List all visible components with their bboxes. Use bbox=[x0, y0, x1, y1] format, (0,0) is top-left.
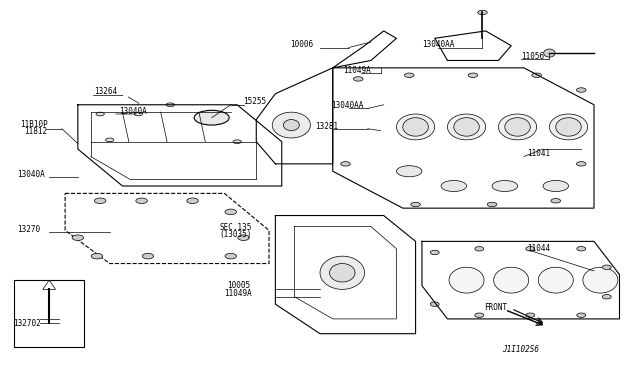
Ellipse shape bbox=[233, 140, 241, 144]
Ellipse shape bbox=[441, 180, 467, 192]
Ellipse shape bbox=[96, 112, 104, 116]
Text: 13040AA: 13040AA bbox=[332, 101, 364, 110]
Ellipse shape bbox=[449, 267, 484, 293]
Ellipse shape bbox=[487, 202, 497, 207]
Ellipse shape bbox=[499, 114, 537, 140]
Ellipse shape bbox=[396, 114, 435, 140]
Ellipse shape bbox=[526, 313, 535, 317]
Ellipse shape bbox=[330, 263, 355, 282]
Ellipse shape bbox=[493, 267, 529, 293]
Ellipse shape bbox=[142, 253, 154, 259]
Ellipse shape bbox=[396, 166, 422, 177]
Bar bbox=[14, 280, 84, 347]
Ellipse shape bbox=[505, 118, 531, 136]
Ellipse shape bbox=[353, 77, 363, 81]
Text: SEC.135: SEC.135 bbox=[220, 223, 252, 232]
Text: 13270: 13270 bbox=[17, 225, 40, 234]
Text: 13281: 13281 bbox=[315, 122, 338, 131]
Ellipse shape bbox=[92, 253, 102, 259]
Ellipse shape bbox=[577, 247, 586, 251]
Text: 11812: 11812 bbox=[24, 127, 47, 136]
Text: 11B10P: 11B10P bbox=[20, 120, 48, 129]
Ellipse shape bbox=[187, 198, 198, 203]
Ellipse shape bbox=[602, 295, 611, 299]
Ellipse shape bbox=[95, 198, 106, 203]
Ellipse shape bbox=[134, 112, 143, 116]
Text: 13040AA: 13040AA bbox=[422, 41, 454, 49]
Ellipse shape bbox=[468, 73, 477, 77]
Ellipse shape bbox=[166, 103, 174, 107]
Ellipse shape bbox=[430, 302, 439, 307]
Text: 132702: 132702 bbox=[13, 319, 41, 328]
Text: 11049A: 11049A bbox=[344, 66, 371, 75]
Text: (13035): (13035) bbox=[220, 230, 252, 239]
Ellipse shape bbox=[72, 235, 84, 240]
Ellipse shape bbox=[532, 73, 541, 77]
Ellipse shape bbox=[577, 88, 586, 92]
Ellipse shape bbox=[411, 202, 420, 207]
Ellipse shape bbox=[404, 73, 414, 77]
Ellipse shape bbox=[477, 10, 487, 15]
Text: 11056: 11056 bbox=[521, 52, 544, 61]
Ellipse shape bbox=[543, 180, 568, 192]
Ellipse shape bbox=[549, 114, 588, 140]
Text: 13040A: 13040A bbox=[119, 106, 147, 116]
Ellipse shape bbox=[340, 161, 350, 166]
Ellipse shape bbox=[238, 235, 249, 240]
Ellipse shape bbox=[225, 253, 237, 259]
Text: 11041: 11041 bbox=[527, 149, 550, 158]
Ellipse shape bbox=[284, 119, 300, 131]
Text: FRONT: FRONT bbox=[484, 302, 508, 312]
Ellipse shape bbox=[194, 110, 229, 125]
Ellipse shape bbox=[225, 209, 237, 215]
Text: 11044: 11044 bbox=[527, 244, 550, 253]
Text: 11049A: 11049A bbox=[225, 289, 252, 298]
Ellipse shape bbox=[602, 265, 611, 269]
Text: J1I102S6: J1I102S6 bbox=[502, 345, 539, 354]
Ellipse shape bbox=[320, 256, 365, 289]
Ellipse shape bbox=[403, 118, 428, 136]
Ellipse shape bbox=[538, 267, 573, 293]
Ellipse shape bbox=[492, 180, 518, 192]
Ellipse shape bbox=[106, 138, 114, 142]
Ellipse shape bbox=[447, 114, 486, 140]
Ellipse shape bbox=[577, 313, 586, 317]
Ellipse shape bbox=[583, 267, 618, 293]
Ellipse shape bbox=[272, 112, 310, 138]
Ellipse shape bbox=[475, 313, 484, 317]
Text: 13040A: 13040A bbox=[17, 170, 45, 179]
Ellipse shape bbox=[136, 198, 147, 203]
Ellipse shape bbox=[551, 199, 561, 203]
Text: 10006: 10006 bbox=[290, 41, 313, 49]
Ellipse shape bbox=[543, 49, 555, 57]
Ellipse shape bbox=[430, 250, 439, 255]
Ellipse shape bbox=[526, 247, 535, 251]
Text: 15255: 15255 bbox=[244, 97, 267, 106]
Text: 13264: 13264 bbox=[94, 87, 117, 96]
Ellipse shape bbox=[556, 118, 581, 136]
Ellipse shape bbox=[577, 161, 586, 166]
Ellipse shape bbox=[454, 118, 479, 136]
Ellipse shape bbox=[475, 247, 484, 251]
Text: 10005: 10005 bbox=[228, 281, 251, 290]
